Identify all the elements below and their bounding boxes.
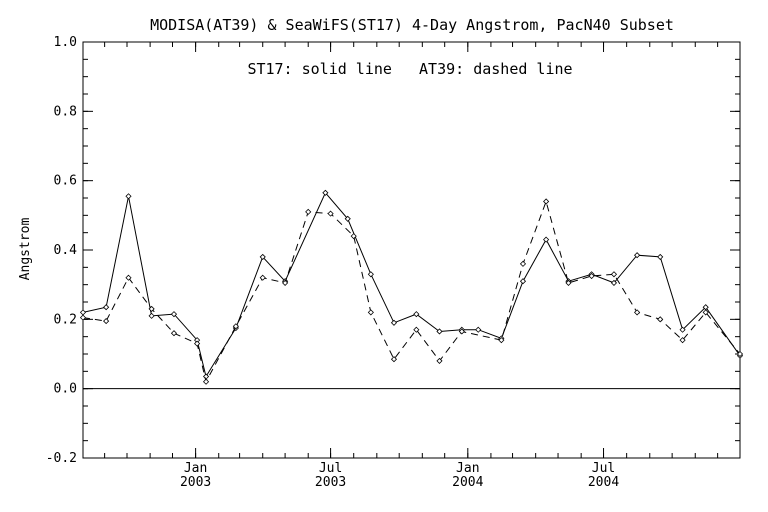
point-at39: [588, 272, 595, 280]
y-tick-label: -0.2: [46, 451, 77, 466]
y-tick-label: 0.2: [54, 312, 77, 327]
x-tick-year: 2004: [452, 475, 483, 490]
point-at39: [282, 279, 289, 286]
point-st17: [390, 319, 398, 326]
point-at39: [498, 337, 505, 344]
y-tick-label: 0.4: [54, 243, 78, 258]
point-at39: [702, 309, 709, 316]
y-tick-label: 0.8: [54, 104, 77, 119]
point-at39: [736, 350, 744, 358]
point-at39: [367, 309, 374, 316]
point-st17: [148, 312, 155, 319]
point-st17: [344, 215, 351, 222]
point-st17: [634, 252, 641, 259]
point-at39: [79, 314, 87, 321]
y-tick-label: 0.0: [54, 382, 77, 397]
point-at39: [170, 330, 178, 337]
point-at39: [390, 356, 398, 363]
point-at39: [679, 337, 686, 344]
point-st17: [170, 311, 178, 318]
point-at39: [565, 279, 572, 286]
x-tick-year: 2004: [588, 475, 619, 490]
point-st17: [679, 326, 686, 333]
point-at39: [148, 305, 155, 312]
point-st17: [125, 193, 132, 200]
y-tick-label: 0.6: [54, 174, 77, 189]
point-at39: [634, 309, 641, 316]
point-st17: [79, 309, 87, 316]
point-st17: [657, 253, 664, 260]
point-at39: [543, 198, 550, 205]
point-st17: [202, 373, 210, 380]
x-tick-month: Jan: [456, 461, 479, 476]
point-at39: [194, 340, 201, 347]
point-at39: [657, 316, 664, 323]
x-tick-month: Jan: [184, 461, 207, 476]
x-tick-month: Jul: [592, 461, 615, 476]
legend-annotation: ST17: solid line AT39: dashed line: [247, 60, 572, 78]
y-axis-label: Angstrom: [18, 218, 33, 281]
point-at39: [350, 233, 357, 240]
point-st17: [322, 189, 329, 196]
x-tick-year: 2003: [315, 475, 346, 490]
point-at39: [413, 326, 420, 333]
x-tick-month: Jul: [319, 461, 342, 476]
point-st17: [475, 326, 482, 333]
point-at39: [610, 271, 618, 278]
point-st17: [610, 279, 618, 286]
point-st17: [367, 271, 374, 278]
point-st17: [543, 236, 550, 243]
point-at39: [519, 260, 527, 267]
y-tick-label: 1.0: [54, 35, 77, 50]
x-tick-year: 2003: [180, 475, 211, 490]
point-at39: [125, 274, 132, 281]
plot-area: [79, 189, 744, 385]
point-st17: [413, 311, 420, 318]
point-st17: [259, 253, 266, 260]
point-at39: [305, 208, 312, 215]
point-at39: [436, 357, 443, 364]
series-line-at39: [82, 199, 741, 384]
plot-frame: [82, 41, 741, 459]
point-at39: [259, 274, 266, 281]
chart-title: MODISA(AT39) & SeaWiFS(ST17) 4-Day Angst…: [150, 16, 674, 34]
point-at39: [327, 210, 334, 217]
point-at39: [103, 318, 110, 325]
point-at39: [458, 328, 465, 335]
series-line-st17: [82, 191, 741, 378]
point-st17: [436, 328, 443, 335]
y-axis: -0.2 0.0 0.2 0.4 0.6 0.8 1.0: [46, 35, 740, 466]
point-at39: [232, 323, 239, 330]
point-st17: [103, 304, 110, 311]
point-at39: [202, 378, 210, 385]
point-st17: [519, 278, 527, 285]
